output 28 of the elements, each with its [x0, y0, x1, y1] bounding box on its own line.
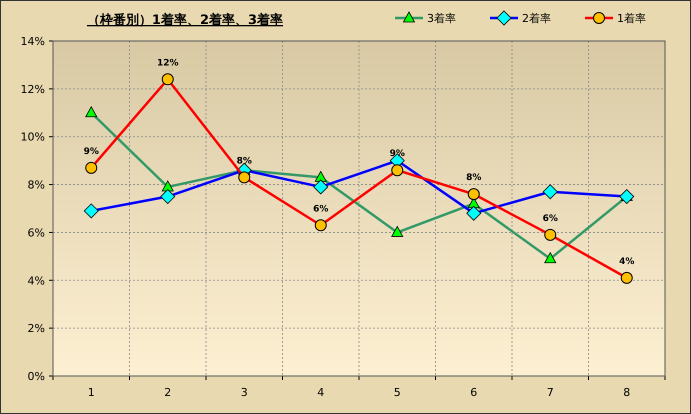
y-tick-label: 4%	[28, 274, 45, 288]
y-tick-label: 10%	[20, 130, 45, 144]
x-tick-label: 8	[623, 386, 630, 399]
legend-label: 2着率	[522, 12, 551, 25]
x-tick-label: 7	[546, 386, 554, 399]
x-tick-label: 5	[394, 386, 401, 399]
data-label: 8%	[236, 156, 252, 166]
y-tick-label: 14%	[20, 35, 45, 48]
x-tick-label: 2	[164, 386, 172, 399]
y-tick-label: 0%	[28, 370, 45, 383]
data-label: 9%	[84, 146, 99, 157]
data-label: 9%	[390, 149, 405, 160]
data-label: 8%	[466, 173, 482, 184]
data-label: 6%	[542, 214, 558, 224]
y-tick-label: 12%	[20, 82, 45, 96]
legend-label: 3着率	[427, 12, 456, 25]
x-tick-label: 4	[317, 386, 324, 399]
data-label: 6%	[313, 204, 328, 214]
y-tick-label: 8%	[28, 178, 45, 192]
x-tick-label: 1	[88, 386, 95, 399]
y-tick-label: 6%	[28, 226, 45, 240]
chart-title: （枠番別）1着率、2着率、3着率	[86, 12, 284, 28]
data-label: 4%	[619, 256, 634, 267]
x-tick-label: 3	[240, 386, 248, 399]
y-tick-label: 2%	[28, 322, 45, 336]
legend-label: 1着率	[617, 12, 646, 25]
x-tick-label: 6	[470, 386, 478, 399]
data-label: 12%	[156, 58, 179, 68]
